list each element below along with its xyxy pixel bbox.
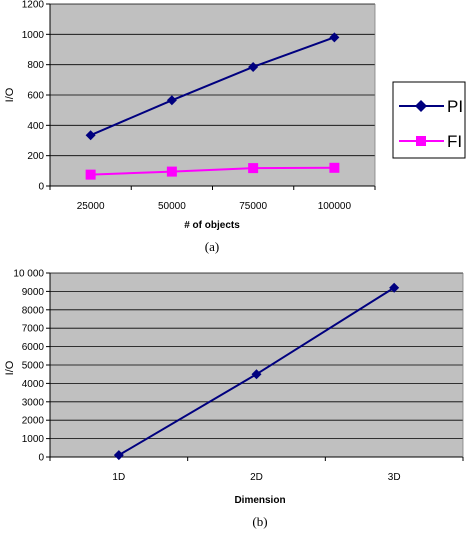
series-line: [90, 36, 335, 137]
y-tick-label: 0: [38, 182, 44, 193]
chart-a-x-tick-labels: 25000 50000 75000 100000: [77, 201, 352, 212]
y-tick-label: 8000: [22, 305, 45, 316]
y-tick-label: 4000: [22, 379, 45, 390]
legend-pi-diamond-marker: [415, 100, 427, 112]
y-tick-label: 3000: [22, 397, 45, 408]
y-tick-label: 200: [27, 151, 44, 162]
y-tick-label: 7000: [22, 324, 45, 335]
y-tick-label: 0: [38, 453, 44, 464]
y-tick-label: 2000: [22, 416, 45, 427]
chart-a-series: [85, 32, 340, 180]
x-tick-label: 50000: [158, 201, 186, 212]
chart-b-y-tick-labels: 0 1000 2000 3000 4000 5000 6000 7000 8000 9000 10 …: [13, 269, 44, 464]
y-tick-label: 1000: [22, 30, 45, 41]
legend-pi-label: PI: [447, 97, 463, 116]
data-point-diamond: [251, 369, 262, 380]
chart-a-axes: [46, 3, 376, 190]
chart-a: 0 200 400 600 800 1000 1200 25000 50000 75000 100…: [4, 0, 466, 254]
x-tick-label: 2D: [250, 472, 263, 483]
data-point-diamond: [166, 95, 177, 106]
y-tick-label: 1000: [22, 434, 45, 445]
y-tick-label: 9000: [22, 287, 45, 298]
x-tick-label: 3D: [388, 472, 401, 483]
data-point-diamond: [389, 282, 400, 293]
legend-fi-label: FI: [447, 132, 462, 151]
data-point-square: [329, 162, 340, 173]
chart-b: 0 1000 2000 3000 4000 5000 6000 7000 8000 9000 10 …: [4, 269, 464, 529]
data-point-diamond: [85, 130, 96, 141]
chart-a-x-axis-title: # of objects: [184, 220, 240, 231]
y-tick-label: 6000: [22, 342, 45, 353]
chart-b-y-axis-title: I/O: [4, 360, 16, 375]
data-point-diamond: [248, 61, 259, 72]
x-tick-label: 75000: [239, 201, 267, 212]
data-point-square: [166, 166, 177, 177]
y-tick-label: 800: [27, 60, 44, 71]
y-tick-label: 600: [27, 91, 44, 102]
data-point-square: [85, 169, 96, 180]
data-point-square: [248, 163, 259, 174]
caption-b: (b): [252, 514, 267, 529]
chart-a-y-tick-labels: 0 200 400 600 800 1000 1200: [22, 0, 45, 193]
series-line: [90, 166, 335, 176]
legend-box: [392, 81, 466, 159]
y-tick-label: 1200: [22, 0, 45, 11]
data-point-diamond: [329, 32, 340, 43]
y-tick-label: 5000: [22, 361, 45, 372]
chart-a-gridlines: [50, 3, 375, 157]
y-tick-label: 10 000: [13, 269, 44, 280]
x-tick-label: 1D: [112, 472, 125, 483]
x-tick-label: 100000: [318, 201, 352, 212]
chart-a-y-axis-title: I/O: [4, 87, 16, 102]
caption-a: (a): [205, 239, 219, 254]
chart-b-series: [113, 282, 400, 461]
chart-b-x-tick-labels: 1D 2D 3D: [112, 472, 400, 483]
chart-a-legend: PI FI: [392, 81, 466, 159]
chart-b-x-axis-title: Dimension: [234, 495, 285, 506]
legend-fi-square-marker: [416, 136, 426, 146]
data-point-diamond: [113, 450, 124, 461]
x-tick-label: 25000: [77, 201, 105, 212]
y-tick-label: 400: [27, 121, 44, 132]
